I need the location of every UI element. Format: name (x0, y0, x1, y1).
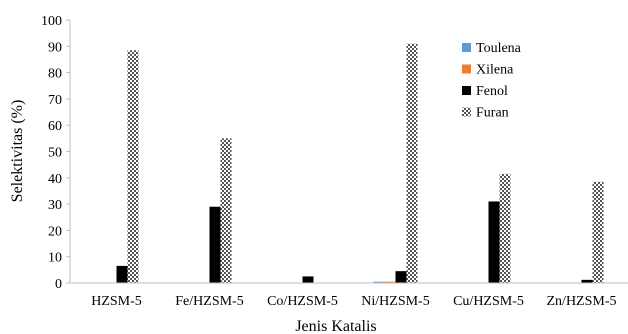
bar-furan-0 (127, 50, 139, 284)
bar-furan-3 (406, 43, 418, 283)
x-tick-label: Ni/HZSM-5 (361, 294, 429, 309)
x-tick-label: Fe/HZSM-5 (175, 294, 243, 309)
legend-swatch-fenol (462, 86, 471, 95)
bar-toulena-3 (373, 281, 385, 283)
bar-furan-4 (499, 173, 511, 283)
y-tick-label: 0 (55, 277, 62, 292)
legend-swatch-furan (462, 107, 471, 117)
x-tick-label: Cu/HZSM-5 (453, 294, 524, 309)
bar-fenol-5 (581, 279, 593, 283)
legend-swatch-xilena (462, 64, 471, 74)
y-tick-label: 30 (48, 198, 62, 213)
legend: Toulena Xilena Fenol Furan (462, 41, 522, 121)
x-axis-title: Jenis Katalis (295, 318, 376, 334)
legend-label-xilena: Xilena (476, 63, 514, 78)
bar-furan-1 (220, 138, 232, 283)
bar-fenol-4 (488, 201, 500, 283)
y-tick-label: 100 (41, 14, 62, 29)
bar-fenol-0 (116, 265, 128, 283)
y-tick-label: 60 (48, 119, 62, 134)
x-tick-label: HZSM-5 (91, 294, 142, 309)
plot-area (116, 43, 604, 284)
bar-furan-5 (592, 181, 604, 283)
y-tick-label: 10 (48, 251, 62, 266)
y-axis-title: Selektivitas (%) (9, 100, 26, 203)
axes: 0 10 20 30 40 50 60 70 80 90 100 HZSM-5 Fe/HZSM-5 Co/… (41, 14, 628, 309)
bar-fenol-3 (395, 271, 407, 283)
bar-xilena-3 (384, 281, 396, 283)
legend-swatch-toulena (462, 43, 471, 52)
legend-label-furan: Furan (476, 106, 509, 121)
legend-label-fenol: Fenol (476, 84, 508, 99)
y-tick-label: 80 (48, 67, 62, 82)
y-tick-label: 90 (48, 40, 62, 55)
y-tick-label: 50 (48, 146, 62, 161)
bar-fenol-1 (209, 206, 221, 283)
y-tick-label: 40 (48, 172, 62, 187)
y-tick-label: 70 (48, 93, 62, 108)
bar-fenol-2 (302, 276, 314, 283)
y-tick-label: 20 (48, 224, 62, 239)
x-tick-label: Zn/HZSM-5 (547, 294, 617, 309)
legend-label-toulena: Toulena (476, 41, 522, 56)
x-tick-label: Co/HZSM-5 (267, 294, 338, 309)
